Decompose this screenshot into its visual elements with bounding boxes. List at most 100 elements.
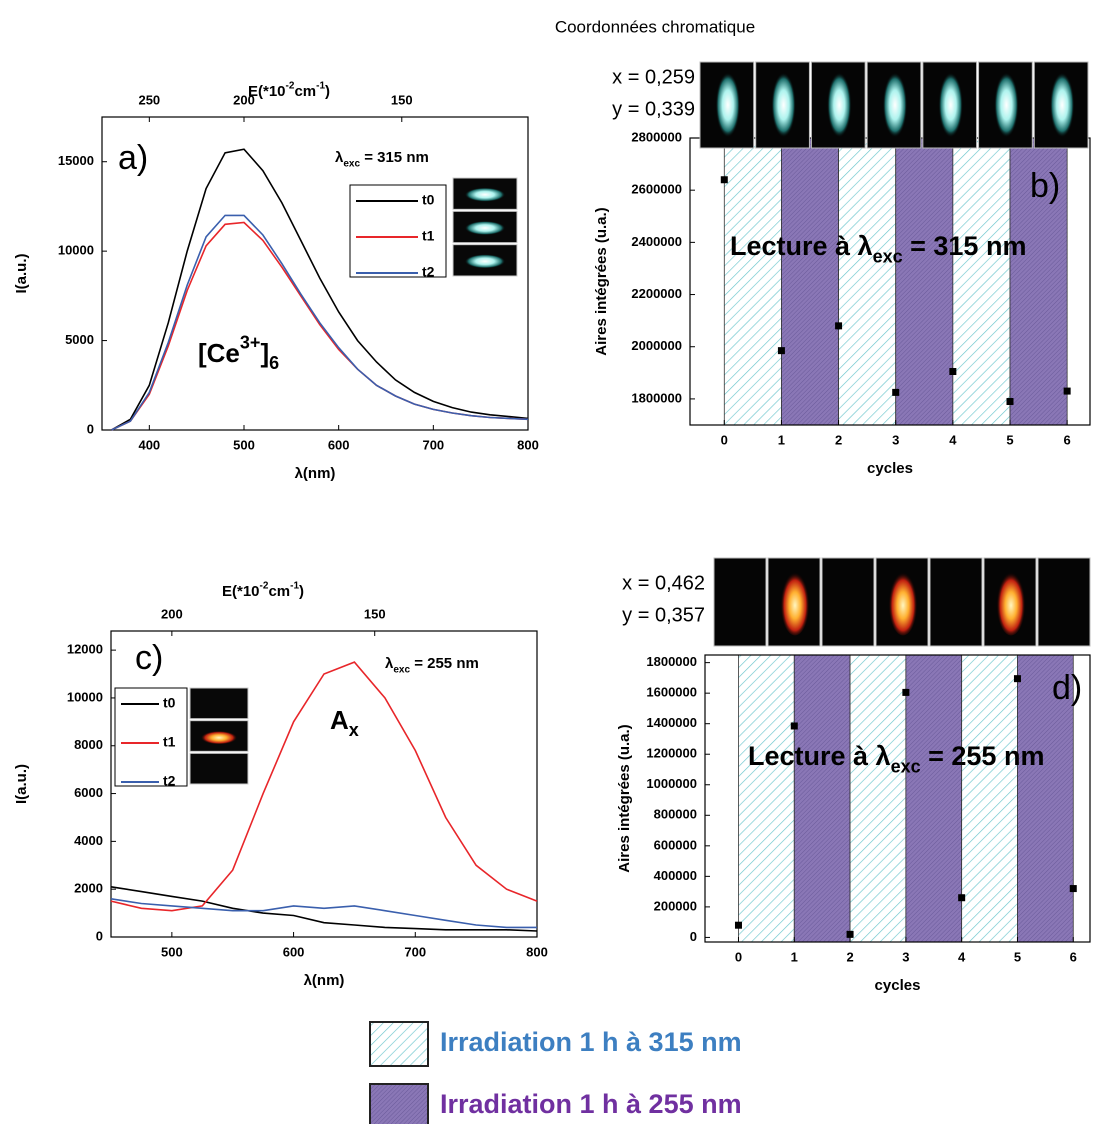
inset-blob bbox=[464, 254, 506, 269]
chromaticity-x: x = 0,462 bbox=[622, 572, 705, 594]
y-tick-label: 2400000 bbox=[631, 234, 682, 249]
y-tick-label: 800000 bbox=[654, 807, 697, 822]
species-label-part: 3+ bbox=[240, 332, 261, 352]
data-point bbox=[1069, 885, 1077, 893]
chromaticity-blob bbox=[827, 72, 852, 138]
x-tick-label: 5 bbox=[1014, 949, 1021, 964]
data-point bbox=[835, 322, 843, 330]
irradiation-label: Irradiation 1 h à 255 nm bbox=[440, 1089, 742, 1119]
irradiation-label: Irradiation 1 h à 315 nm bbox=[440, 1027, 742, 1057]
x-tick-label: 2 bbox=[835, 432, 842, 447]
y-tick-label: 15000 bbox=[58, 153, 94, 168]
y-tick-label: 8000 bbox=[74, 737, 103, 752]
chromaticity-y: y = 0,357 bbox=[622, 604, 705, 626]
legend-label: t0 bbox=[422, 192, 435, 208]
y-tick-label: 0 bbox=[96, 928, 103, 943]
data-point bbox=[902, 688, 910, 696]
y-tick-label: 400000 bbox=[654, 868, 697, 883]
y-tick-label: 600000 bbox=[654, 837, 697, 852]
top-axis-label-part: -2 bbox=[260, 580, 269, 591]
y-tick-label: 2600000 bbox=[631, 182, 682, 197]
data-point bbox=[1006, 398, 1014, 406]
reading-label-part: = 315 nm bbox=[903, 231, 1027, 261]
data-point bbox=[777, 347, 785, 355]
x-tick-label: 0 bbox=[735, 949, 742, 964]
irradiation-band bbox=[1009, 137, 1068, 426]
panel-label: a) bbox=[118, 139, 148, 177]
x-tick-label: 600 bbox=[283, 944, 305, 959]
y-tick-label: 2000 bbox=[74, 881, 103, 896]
chromaticity-blob bbox=[882, 72, 908, 138]
chromaticity-frame bbox=[1037, 557, 1091, 647]
reading-label: Lecture à λexc = 255 nm bbox=[748, 741, 1044, 776]
x-tick-label: 6 bbox=[1064, 432, 1071, 447]
exc-label-part: = 315 nm bbox=[360, 149, 429, 166]
data-point bbox=[720, 176, 728, 184]
y-tick-label: 6000 bbox=[74, 785, 103, 800]
y-tick-label: 200000 bbox=[654, 898, 697, 913]
data-point bbox=[1063, 387, 1071, 395]
x-tick-label: 2 bbox=[846, 949, 853, 964]
legend-box bbox=[114, 687, 188, 787]
x-axis-label: cycles bbox=[867, 460, 913, 477]
reading-label-part: Lecture à λ bbox=[730, 231, 873, 261]
x-tick-label: 800 bbox=[526, 944, 548, 959]
top-axis-label: E(*10-2cm-1) bbox=[248, 80, 330, 100]
species-label-part: A bbox=[330, 705, 349, 735]
reading-label: Lecture à λexc = 315 nm bbox=[730, 231, 1026, 266]
data-point bbox=[1013, 675, 1021, 683]
exc-label: λexc = 315 nm bbox=[335, 149, 429, 169]
x-tick-label: 500 bbox=[161, 944, 183, 959]
exc-label: λexc = 255 nm bbox=[385, 655, 479, 675]
irradiation-band bbox=[895, 137, 954, 426]
data-point bbox=[846, 930, 854, 938]
chromaticity-blob bbox=[771, 72, 796, 138]
irradiation-band bbox=[849, 654, 907, 943]
y-tick-label: 12000 bbox=[67, 642, 103, 657]
irradiation-band bbox=[1017, 654, 1074, 943]
chromaticity-blob bbox=[994, 72, 1019, 138]
x-tick-label: 3 bbox=[902, 949, 909, 964]
chromaticity-frame bbox=[713, 557, 767, 647]
irradiation-band bbox=[952, 137, 1011, 426]
y-tick-label: 1600000 bbox=[646, 685, 697, 700]
panel-label: c) bbox=[135, 639, 163, 677]
x-tick-label: 1 bbox=[791, 949, 798, 964]
chromaticity-blob bbox=[888, 568, 918, 636]
top-axis-label-part: ) bbox=[299, 583, 304, 600]
y-tick-label: 1000000 bbox=[646, 776, 697, 791]
data-point bbox=[734, 921, 742, 929]
top-axis-label-part: E(*10 bbox=[248, 83, 286, 100]
x-tick-label: 500 bbox=[233, 437, 255, 452]
species-label-part: 6 bbox=[269, 353, 279, 373]
data-point bbox=[790, 722, 798, 730]
irradiation-swatch bbox=[369, 1021, 429, 1067]
y-tick-label: 1800000 bbox=[646, 654, 697, 669]
reading-label-part: = 255 nm bbox=[921, 741, 1045, 771]
inset-frame bbox=[189, 687, 249, 720]
x-axis-label: cycles bbox=[875, 977, 921, 994]
reading-label-part: Lecture à λ bbox=[748, 741, 891, 771]
x-tick-label: 800 bbox=[517, 437, 539, 452]
exc-label-part: λ bbox=[385, 655, 394, 672]
irradiation-band bbox=[905, 654, 963, 943]
irradiation-band bbox=[723, 137, 782, 426]
species-label: [Ce3+]6 bbox=[198, 332, 279, 373]
inset-blob bbox=[464, 187, 506, 202]
reading-label-part: exc bbox=[873, 246, 903, 266]
chromaticity-blob bbox=[996, 568, 1026, 636]
legend-label: t1 bbox=[163, 734, 176, 750]
exc-label-part: exc bbox=[393, 664, 410, 675]
series-line bbox=[111, 148, 529, 431]
legend-label: t2 bbox=[163, 773, 176, 789]
x-tick-label: 400 bbox=[138, 437, 160, 452]
top-axis-label: E(*10-2cm-1) bbox=[222, 580, 304, 600]
series-line bbox=[110, 886, 538, 932]
y-tick-label: 4000 bbox=[74, 833, 103, 848]
plot-frame bbox=[704, 654, 1091, 943]
y-axis-label: Aires intégrées (u.a.) bbox=[616, 724, 633, 872]
chromaticity-x: x = 0,259 bbox=[612, 66, 695, 88]
chromaticity-blob bbox=[938, 72, 963, 138]
top-tick-label: 250 bbox=[138, 92, 160, 107]
